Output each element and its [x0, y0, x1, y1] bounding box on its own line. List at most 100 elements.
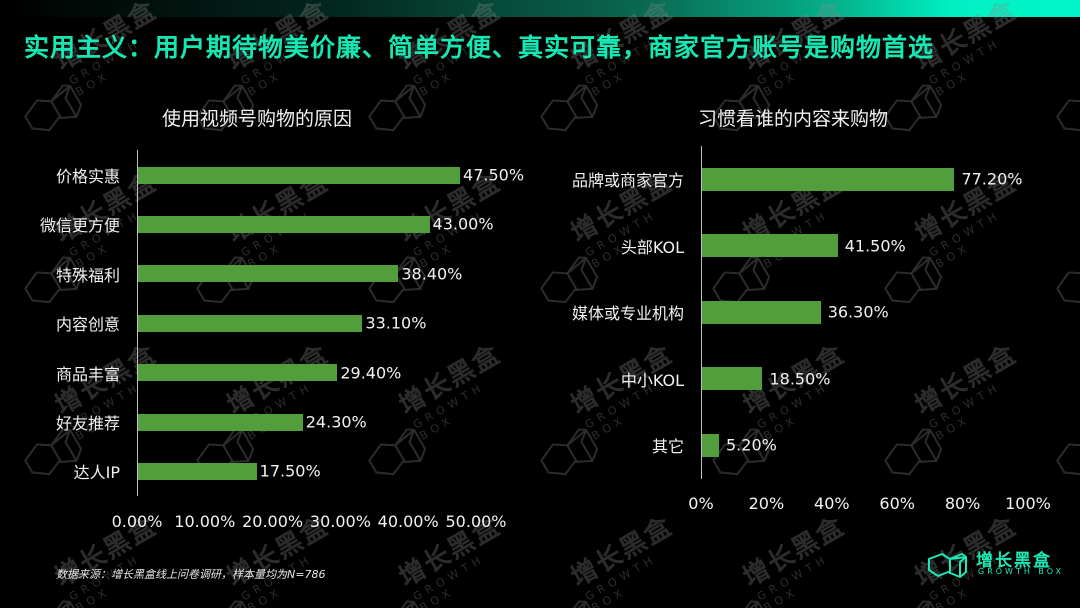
bar — [138, 314, 363, 332]
watermark-box-icon — [1056, 256, 1080, 304]
value-label: 41.50% — [844, 236, 906, 255]
chart-title: 使用视频号购物的原因 — [162, 108, 353, 130]
value-label: 43.00% — [432, 214, 494, 234]
data-source-footnote: 数据来源：增长黑盒线上问卷调研，样本量均为N=786 — [56, 568, 326, 581]
watermark-box-icon — [884, 428, 943, 476]
bar — [702, 433, 719, 457]
x-tick-label: 10.00% — [174, 512, 236, 531]
watermark-text-en: GROWTH BOX — [410, 551, 488, 608]
x-tick-label: 20.00% — [242, 512, 304, 531]
value-label: 5.20% — [726, 435, 777, 455]
category-label: 好友推荐 — [55, 414, 120, 433]
brand-name-cn: 增长黑盒 — [976, 551, 1052, 571]
bar — [138, 166, 461, 184]
value-label: 47.50% — [463, 165, 525, 185]
watermark-text-cn: 增长黑盒 — [910, 339, 1023, 422]
watermark-box-icon — [196, 256, 255, 304]
watermark-box-icon — [196, 600, 255, 608]
watermark-text-en: GROWTH BOX — [410, 379, 488, 443]
value-label: 77.20% — [961, 169, 1023, 189]
category-label: 内容创意 — [55, 315, 120, 335]
watermark-text-en: GROWTH BOX — [926, 35, 1004, 99]
watermark-box-icon — [24, 600, 83, 608]
watermark-box-icon — [1056, 600, 1080, 608]
value-label: 18.50% — [769, 369, 831, 388]
x-tick-label: 50.00% — [445, 512, 507, 531]
watermark-box-icon — [1056, 428, 1080, 476]
category-label: 商品丰富 — [55, 364, 120, 384]
watermark-text-en: GROWTH BOX — [755, 193, 863, 271]
watermark-text-en: GROWTH BOX — [582, 207, 660, 271]
watermark-text-en: GROWTH BOX — [0, 365, 3, 443]
x-tick-label: 0.00% — [111, 512, 163, 531]
watermark-box-icon — [884, 600, 943, 608]
watermark-box-icon — [540, 428, 599, 476]
page-title: 实用主义：用户期待物美价廉、简单方便、真实可靠，商家官方账号是购物首选 — [24, 33, 935, 62]
watermark-text-en: GROWTH BOX — [0, 193, 3, 271]
x-tick-label: 80% — [944, 494, 981, 513]
bar — [138, 462, 257, 480]
category-label: 达人IP — [73, 463, 120, 483]
x-tick-label: 60% — [879, 494, 915, 513]
x-tick-label: 0% — [688, 494, 714, 513]
value-label: 24.30% — [305, 412, 367, 432]
category-label: 品牌或商家官方 — [571, 171, 684, 190]
watermark-box-icon — [712, 600, 771, 608]
watermark-text-cn: 增长黑盒 — [738, 511, 851, 594]
bar — [702, 367, 763, 390]
bar — [138, 215, 430, 233]
watermark-text-en: GROWTH BOX — [926, 379, 1004, 443]
watermark-box-icon — [540, 600, 599, 608]
brand-logo: 增长黑盒 GROWTH BOX — [926, 546, 1076, 580]
bar — [702, 167, 955, 191]
value-label: 36.30% — [827, 302, 889, 322]
bar — [138, 265, 399, 283]
value-label: 33.10% — [365, 313, 427, 333]
category-label: 头部KOL — [620, 237, 684, 257]
watermark-text-cn: 增长黑盒 — [394, 339, 507, 422]
category-label: 中小KOL — [620, 370, 684, 390]
watermark-box-icon — [1056, 84, 1080, 132]
watermark-text-en: GROWTH BOX — [0, 21, 3, 99]
watermark-box-icon — [24, 84, 83, 132]
watermark-text-cn: 增长黑盒 — [566, 511, 679, 594]
x-tick-label: 100% — [1005, 494, 1051, 513]
brand-name-en: GROWTH BOX — [978, 567, 1065, 576]
value-label: 38.40% — [401, 264, 463, 284]
watermark-text-en: GROWTH BOX — [754, 551, 832, 608]
x-tick-label: 40.00% — [377, 512, 439, 531]
bar — [702, 300, 821, 324]
watermark-text-en: GROWTH BOX — [0, 537, 3, 608]
y-axis-line — [701, 146, 702, 479]
category-label: 价格实惠 — [55, 167, 120, 186]
y-axis-line — [137, 150, 138, 496]
watermark-box-icon — [368, 600, 427, 608]
watermark-text-en: GROWTH BOX — [926, 207, 1004, 271]
x-tick-label: 20% — [748, 494, 785, 513]
category-label: 其它 — [651, 437, 684, 456]
value-label: 29.40% — [340, 363, 402, 383]
top-accent-bar — [0, 0, 1080, 17]
x-tick-label: 40% — [814, 494, 850, 513]
chart-title: 习惯看谁的内容来购物 — [698, 108, 889, 130]
bar — [138, 413, 303, 431]
